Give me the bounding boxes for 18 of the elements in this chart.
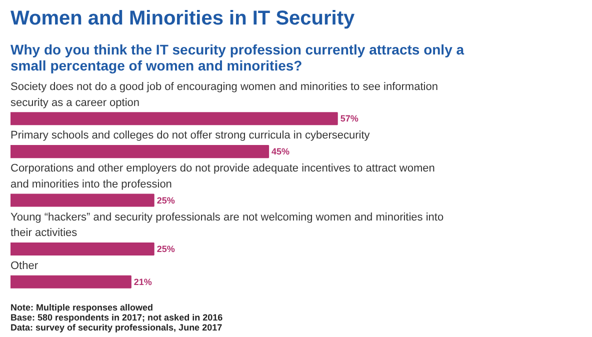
data-label: 21% [134, 276, 152, 287]
data-label: 25% [156, 195, 175, 206]
bar [10, 112, 338, 126]
y-tick-label: Primary schools and colleges do not offer strong curricula in cybersecurity [10, 130, 370, 142]
data-label: 25% [156, 244, 175, 254]
text: Base: 580 respondents in 2017; not asked in 2016 [10, 312, 223, 322]
y-tick-label: Corporations and other employers do not provide adequate incentives to attract women and minorities into the profession [10, 162, 435, 190]
y-tick-label: Society does not do a good job of encouraging women and minorities to see information security as a career option [10, 81, 438, 109]
text: Data: survey of security professionals, June 2017 [10, 322, 222, 332]
y-tick-label: Other [10, 260, 38, 272]
chart-subtitle: Why do you think the IT security profession currently attracts only a small percentage of women and minorities? [10, 42, 464, 74]
bar [10, 194, 154, 207]
y-tick-label: Young “hackers” and security professionals are not welcoming women and minorities into their activities [10, 211, 444, 240]
data-label: 57% [340, 114, 358, 124]
data-label: 45% [272, 146, 290, 157]
bar [10, 275, 132, 288]
chart-title: Women and Minorities in IT Security [10, 8, 356, 30]
annotation: Note: Multiple responses allowed [10, 302, 154, 312]
